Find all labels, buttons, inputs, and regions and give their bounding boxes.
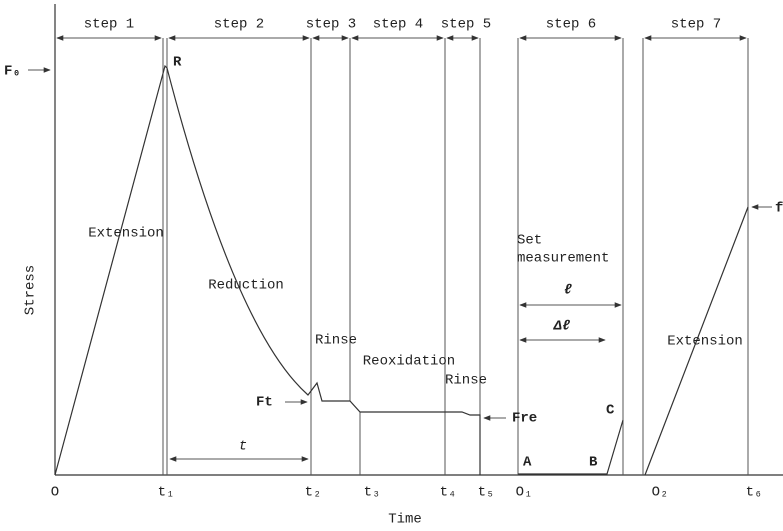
marker: f	[775, 201, 783, 217]
x-label: t₂	[305, 485, 322, 501]
marker: A	[523, 455, 532, 471]
marker: ℓ	[564, 283, 573, 299]
phase-label: Extension	[88, 226, 164, 242]
step-label: step 1	[84, 17, 134, 33]
step-label: step 3	[306, 17, 356, 33]
x-label: O₂	[652, 485, 669, 501]
step-label: step 7	[671, 17, 721, 33]
marker: Fre	[512, 411, 537, 427]
marker: C	[606, 403, 615, 419]
shape	[518, 419, 624, 475]
marker: Δℓ	[553, 319, 571, 335]
phase-label: measurement	[517, 251, 609, 267]
step-dividers	[162, 38, 749, 475]
shape	[54, 64, 481, 476]
markers: F₀ R Ft Fre f t A B C ℓ Δℓ	[4, 55, 783, 471]
x-label: O₁	[516, 485, 533, 501]
step-label: step 2	[214, 17, 264, 33]
annotation-arrows	[28, 67, 772, 462]
phase-label: Reduction	[208, 278, 284, 294]
x-labels: O t₁ t₂ t₃ t₄ t₅ O₁ O₂ t₆	[51, 485, 763, 501]
axes	[54, 4, 783, 476]
x-label: t₆	[746, 485, 763, 501]
phase-label: Reoxidation	[363, 354, 455, 370]
x-label: t₁	[158, 485, 175, 501]
phase-label: Extension	[667, 334, 743, 350]
step-label: step 4	[373, 17, 423, 33]
marker: R	[173, 55, 182, 71]
y-axis-label: Stress	[23, 265, 39, 315]
x-label: t₄	[440, 485, 457, 501]
phase-label: Rinse	[315, 333, 357, 349]
marker: B	[589, 455, 598, 471]
phase-labels: Extension Reduction Rinse Reoxidation Ri…	[88, 226, 743, 389]
x-axis-label: Time	[388, 512, 422, 528]
phase-label: Rinse	[445, 373, 487, 389]
x-label: t₅	[478, 485, 495, 501]
marker: t	[239, 439, 247, 455]
phase-label: Set	[517, 233, 542, 249]
step-labels: step 1 step 2 step 3 step 4 step 5 step …	[84, 17, 721, 33]
shape	[644, 206, 749, 476]
x-label: O	[51, 485, 59, 501]
step-label: step 6	[546, 17, 596, 33]
stress-curve	[54, 64, 749, 476]
x-label: t₃	[364, 485, 381, 501]
marker: Ft	[256, 395, 273, 411]
step-label: step 5	[441, 17, 491, 33]
marker: F₀	[4, 64, 21, 80]
